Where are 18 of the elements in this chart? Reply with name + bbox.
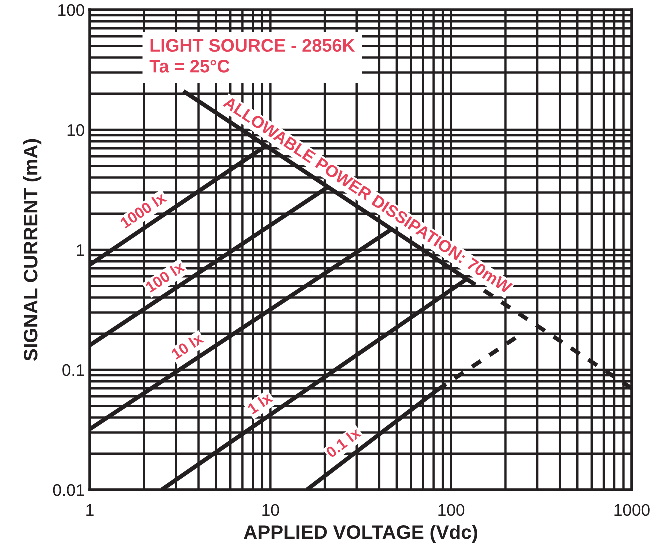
annotation: Ta = 25°C xyxy=(150,60,230,73)
y-tick-label: 0.01 xyxy=(53,484,84,496)
text: 10 lx xyxy=(170,332,204,360)
y-tick-label: 1 xyxy=(77,244,84,256)
text: 1 lx xyxy=(246,392,274,415)
x-axis-title: APPLIED VOLTAGE (Vdc) xyxy=(244,524,478,544)
x-tick-label: 1000 xyxy=(614,504,650,516)
text: 0.1 lx xyxy=(325,426,362,458)
x-tick-label: 10 xyxy=(262,504,280,516)
y-tick-label: 100 xyxy=(58,4,84,16)
x-tick-label: 100 xyxy=(438,504,465,516)
text: 1000 lx xyxy=(120,192,168,229)
x-tick-label: 1 xyxy=(86,504,94,516)
text: 100 lx xyxy=(144,260,186,294)
y-axis-title: SIGNAL CURRENT (mA) xyxy=(23,139,42,362)
y-tick-label: 10 xyxy=(68,124,84,136)
annotation: LIGHT SOURCE - 2856K xyxy=(150,39,356,52)
y-tick-label: 0.1 xyxy=(62,364,84,376)
